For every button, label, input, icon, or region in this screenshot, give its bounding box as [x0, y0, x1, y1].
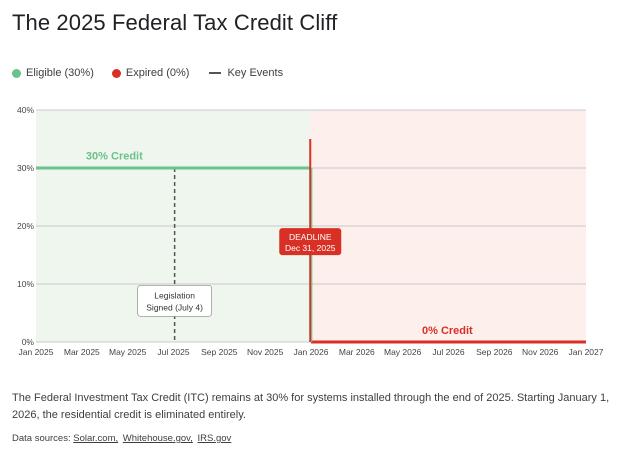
event-label-line2: Signed (July 4)	[146, 302, 203, 312]
source-link-solar[interactable]: Solar.com,	[73, 433, 119, 444]
legend-item-eligible[interactable]: Eligible (30%)	[12, 67, 94, 79]
x-tick-label: Nov 2026	[522, 347, 559, 357]
legend-item-key-events[interactable]: Key Events	[207, 67, 283, 79]
legend: Eligible (30%) Expired (0%) Key Events	[12, 67, 301, 79]
deadline-label-line1: DEADLINE	[289, 232, 332, 242]
sources-prefix: Data sources:	[12, 433, 71, 444]
y-tick-label: 10%	[17, 279, 34, 289]
x-tick-label: Jul 2025	[157, 347, 189, 357]
event-label-box	[137, 284, 213, 317]
event-label-line1: Legislation	[154, 290, 195, 300]
legend-label-eligible: Eligible (30%)	[26, 67, 94, 79]
x-tick-label: Jul 2026	[432, 347, 464, 357]
deadline-label-line2: Dec 31, 2025	[285, 243, 336, 253]
legend-label-key-events: Key Events	[227, 67, 284, 79]
x-tick-label: Jan 2026	[294, 347, 329, 357]
expired-annotation: 0% Credit	[422, 325, 473, 337]
dashed-line-icon	[209, 72, 222, 74]
chart-description: The Federal Investment Tax Credit (ITC) …	[12, 392, 610, 421]
x-tick-label: Mar 2026	[339, 347, 375, 357]
x-tick-label: May 2025	[109, 347, 147, 357]
data-sources: Data sources: Solar.com, Whitehouse.gov,…	[12, 433, 233, 444]
x-tick-label: Sep 2025	[201, 347, 238, 357]
deadline-badge	[279, 228, 342, 256]
source-link-whitehouse[interactable]: Whitehouse.gov,	[122, 433, 193, 444]
y-tick-label: 40%	[17, 105, 34, 115]
expired-dot-icon	[111, 68, 121, 78]
x-tick-label: May 2026	[384, 347, 422, 357]
x-tick-label: Jan 2027	[569, 347, 604, 357]
legend-label-expired: Expired (0%)	[125, 67, 190, 79]
eligible-annotation: 30% Credit	[86, 150, 143, 162]
source-link-irs[interactable]: IRS.gov	[197, 433, 232, 444]
x-tick-label: Sep 2026	[476, 347, 513, 357]
eligible-dot-icon	[12, 68, 21, 78]
y-tick-label: 30%	[17, 163, 34, 173]
chart: 0% 10% 20% 30% 40% Jan 2025 Mar 2025 May 2025 Ju…	[17, 105, 604, 357]
y-tick-label: 20%	[17, 221, 34, 231]
x-tick-label: Mar 2025	[64, 347, 100, 357]
x-tick-label: Jan 2025	[19, 347, 54, 357]
legend-item-expired[interactable]: Expired (0%)	[111, 67, 190, 79]
x-tick-label: Nov 2025	[247, 347, 284, 357]
y-tick-label: 0%	[22, 337, 35, 347]
chart-title: The 2025 Federal Tax Credit Cliff	[12, 10, 338, 35]
